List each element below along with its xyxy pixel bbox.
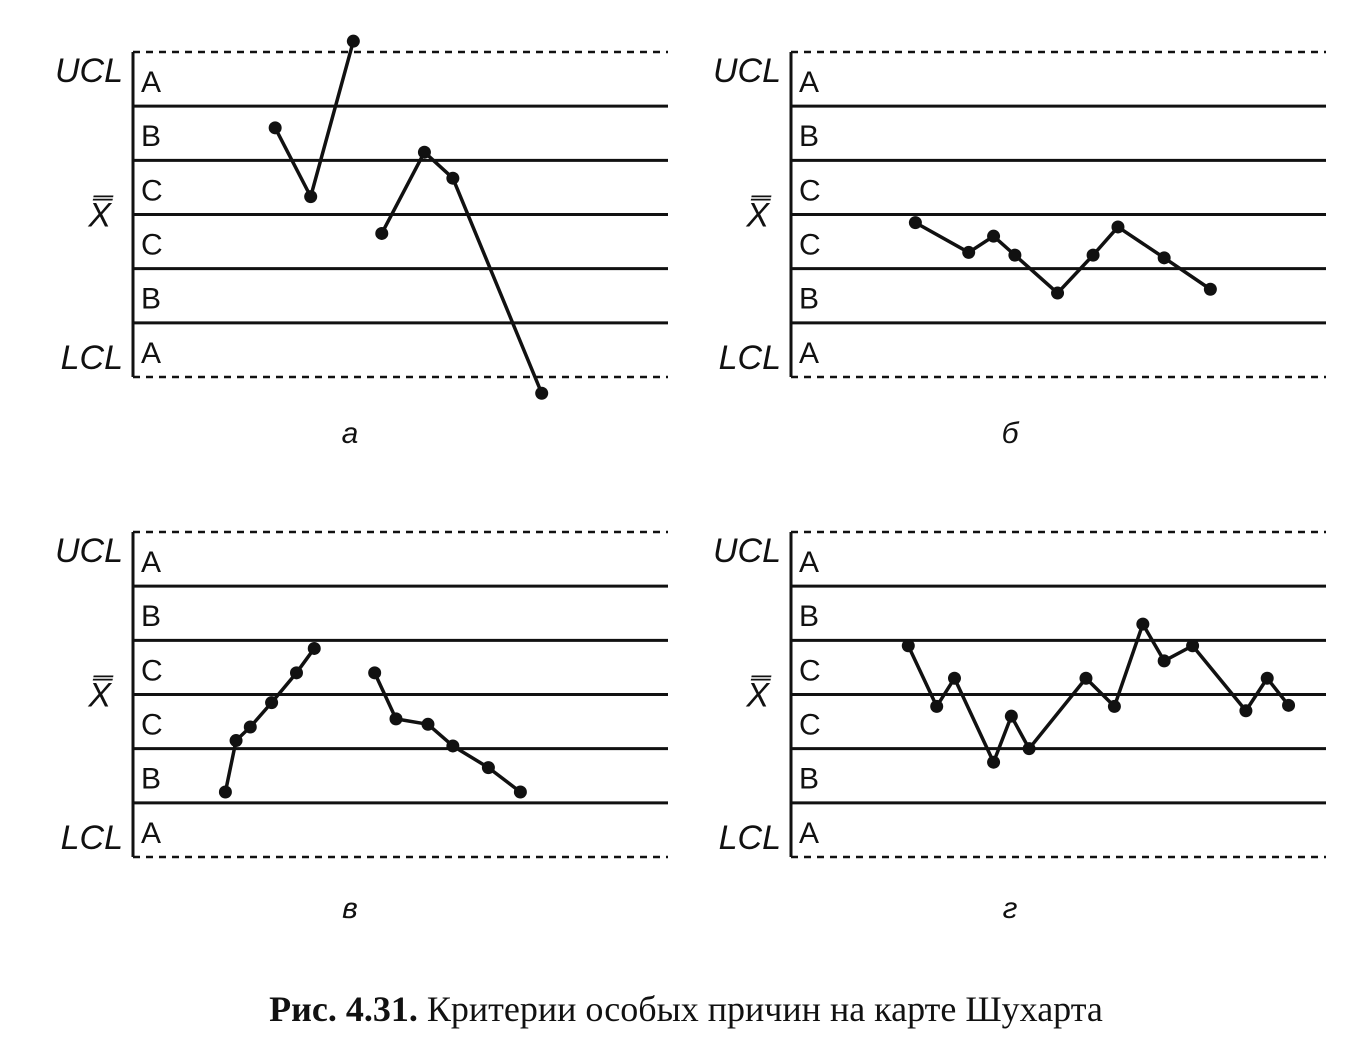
zone-label-b: B: [799, 600, 819, 633]
data-point: [446, 171, 460, 185]
data-point: [307, 641, 321, 655]
series-line: [273, 40, 356, 199]
zone-label-b: B: [799, 120, 819, 153]
lcl-label: LCL: [61, 339, 123, 377]
data-point: [947, 671, 961, 685]
zone-label-c: C: [141, 174, 163, 207]
zone-label-a: A: [799, 337, 819, 370]
data-point: [513, 785, 527, 799]
panel-label: г: [1003, 892, 1018, 925]
panel-label: а: [342, 417, 359, 450]
zone-label-a: A: [141, 66, 161, 99]
data-point: [1186, 639, 1200, 653]
data-point: [1203, 282, 1217, 296]
panels-group: ABCCBAUCLLCLX̿аABCCBAUCLLCLX̿бABCCBAUCLL…: [55, 34, 1326, 925]
ucl-label: UCL: [55, 52, 123, 90]
data-point: [535, 386, 549, 400]
data-point: [1239, 704, 1253, 718]
data-point: [268, 121, 282, 135]
data-point: [1157, 654, 1171, 668]
panel-label: б: [1002, 417, 1020, 450]
center-line-label: X̿: [745, 677, 772, 715]
zone-label-b: B: [799, 283, 819, 316]
data-point: [1079, 671, 1093, 685]
zone-label-c: C: [799, 174, 821, 207]
data-point: [987, 755, 1001, 769]
panel-label: в: [342, 892, 358, 925]
lcl-label: LCL: [61, 819, 123, 857]
data-point: [1260, 671, 1274, 685]
data-point: [901, 639, 915, 653]
data-point: [346, 34, 360, 48]
data-point: [229, 734, 243, 748]
zone-label-b: B: [141, 763, 161, 796]
zone-label-a: A: [799, 66, 819, 99]
data-point: [218, 785, 232, 799]
zone-label-c: C: [799, 229, 821, 262]
data-point: [1051, 286, 1065, 300]
zone-label-b: B: [141, 120, 161, 153]
data-point: [930, 699, 944, 713]
lcl-label: LCL: [719, 819, 781, 857]
series-line: [906, 622, 1290, 764]
zone-label-a: A: [799, 546, 819, 579]
caption-number: Рис. 4.31.: [269, 989, 418, 1029]
data-point: [375, 226, 389, 240]
series-line: [373, 672, 522, 794]
caption-text: Критерии особых причин на карте Шухарта: [426, 989, 1103, 1029]
zone-label-c: C: [141, 709, 163, 742]
zone-label-a: A: [141, 817, 161, 850]
data-point: [289, 666, 303, 680]
data-point: [1022, 742, 1036, 756]
figure-caption: Рис. 4.31. Критерии особых причин на кар…: [0, 988, 1372, 1030]
data-point: [1008, 248, 1022, 262]
zone-label-c: C: [799, 654, 821, 687]
data-point: [908, 216, 922, 230]
data-point: [1282, 698, 1296, 712]
ucl-label: UCL: [55, 532, 123, 570]
ucl-label: UCL: [713, 532, 781, 570]
data-point: [1111, 220, 1125, 234]
series-line: [380, 150, 544, 394]
data-point: [962, 245, 976, 259]
zone-label-c: C: [141, 229, 163, 262]
data-point: [304, 190, 318, 204]
ucl-label: UCL: [713, 52, 781, 90]
zone-label-b: B: [141, 283, 161, 316]
data-point: [389, 712, 403, 726]
lcl-label: LCL: [719, 339, 781, 377]
data-point: [368, 666, 382, 680]
data-point: [481, 761, 495, 775]
data-point: [1136, 617, 1150, 631]
zone-label-b: B: [799, 763, 819, 796]
data-point: [1107, 699, 1121, 713]
zone-label-a: A: [799, 817, 819, 850]
data-point: [243, 720, 257, 734]
zone-label-b: B: [141, 600, 161, 633]
zone-label-a: A: [141, 546, 161, 579]
data-point: [1157, 251, 1171, 265]
center-line-label: X̿: [87, 197, 114, 235]
zone-label-a: A: [141, 337, 161, 370]
data-point: [1086, 248, 1100, 262]
data-point: [987, 229, 1001, 243]
data-point: [265, 696, 279, 710]
data-point: [1004, 709, 1018, 723]
center-line-label: X̿: [745, 197, 772, 235]
zone-label-c: C: [141, 654, 163, 687]
data-point: [417, 145, 431, 159]
data-point: [421, 717, 435, 731]
zone-label-c: C: [799, 709, 821, 742]
data-point: [446, 739, 460, 753]
center-line-label: X̿: [87, 677, 114, 715]
